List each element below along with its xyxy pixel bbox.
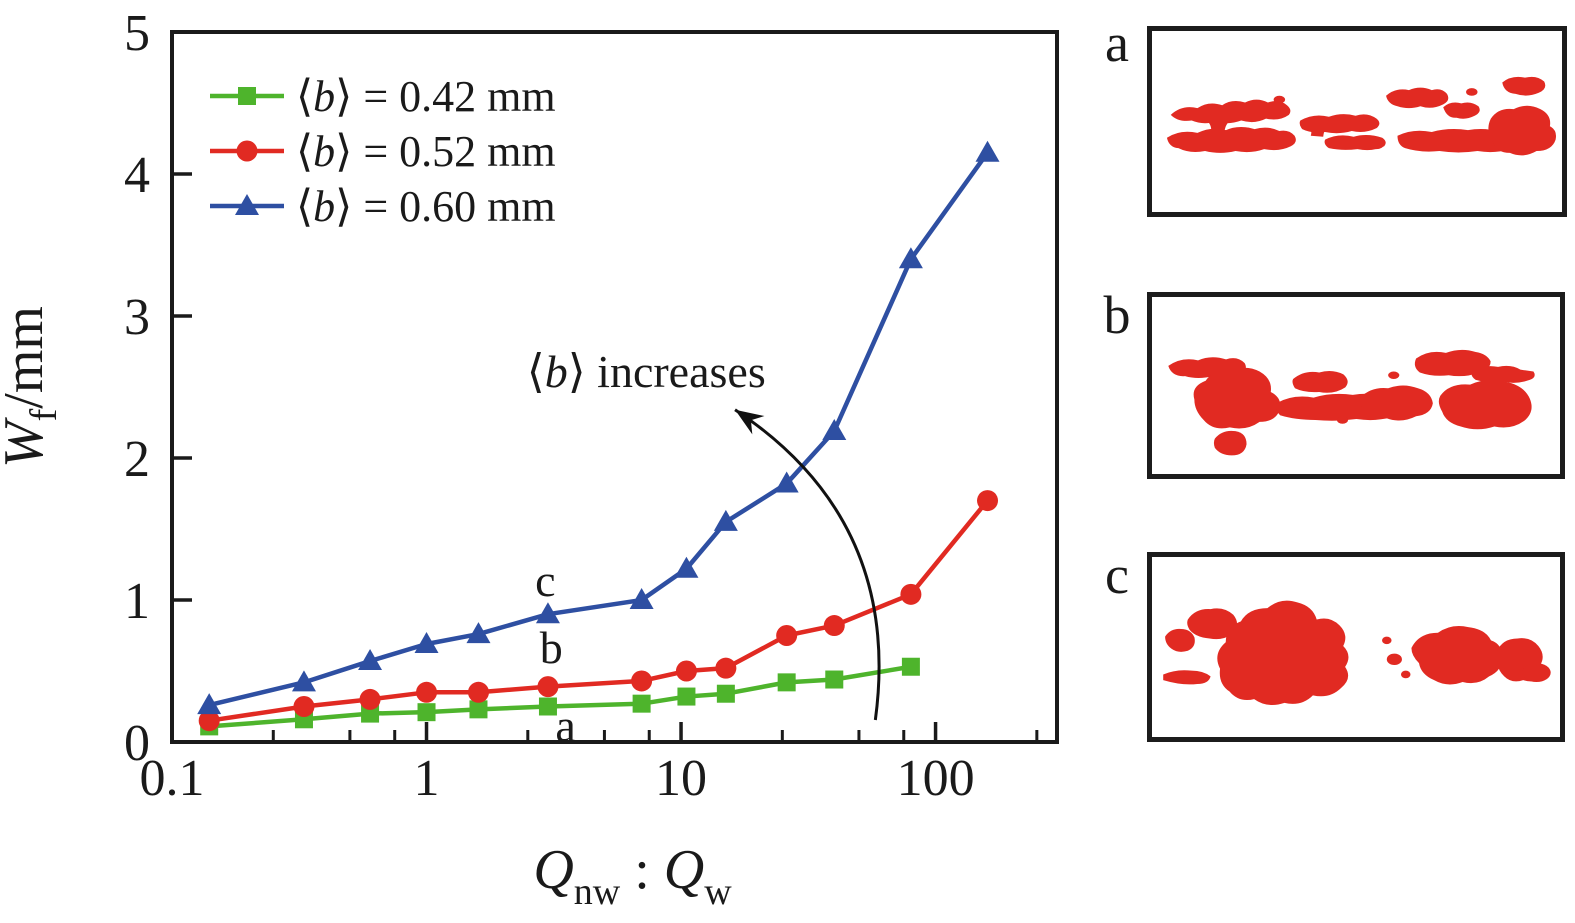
series-line [206,150,990,708]
curve-label-a: a [555,700,575,751]
x-axis-title: Qnw : Qw [533,839,732,913]
x-tick-label: 100 [897,750,975,807]
plot-frame [170,30,1059,744]
pattern-panel-b [1147,292,1565,479]
invasion-pattern-c [1163,600,1551,706]
curve-label-c: c [535,555,555,606]
legend-entry: ⟨b⟩ = 0.60 mm [210,182,556,231]
pattern-blobs-c [1163,600,1551,706]
y-tick-label: 3 [124,289,150,346]
legend-label: ⟨b⟩ = 0.52 mm [296,127,556,176]
legend-label: ⟨b⟩ = 0.60 mm [296,182,556,231]
legend-entry: ⟨b⟩ = 0.52 mm [210,127,556,176]
chart-svg: 0.1 1 10 100 0 1 2 3 4 5 Qnw : Qw Wf/mm ⟨b⟩ = 0.42 m… [0,5,1059,913]
y-tick-label: 2 [124,431,150,488]
x-tick-labels: 0.1 1 10 100 [140,750,975,807]
series-line [206,498,990,723]
pattern-blobs-a [1166,76,1557,156]
annotation-arrowhead [735,409,765,435]
y-tick-label: 0 [124,715,150,772]
panel-a-label: a [1105,13,1129,73]
x-axis-ticks [170,722,1039,742]
series-b0.52mm [198,490,999,732]
y-tick-labels: 0 1 2 3 4 5 [124,5,150,772]
x-tick-label: 10 [655,750,707,807]
y-tick-label: 4 [124,147,150,204]
panel-c-label: c [1105,545,1129,605]
pattern-panel-c [1147,552,1565,742]
invasion-pattern-a [1166,76,1557,156]
curve-label-b: b [540,622,563,673]
series-b0.60mm [197,140,1000,715]
panel-b-label: b [1103,285,1131,345]
legend-label: ⟨b⟩ = 0.42 mm [296,72,556,121]
legend: ⟨b⟩ = 0.42 mm ⟨b⟩ = 0.52 mm ⟨b⟩ = 0.60 mm [210,72,556,231]
annotation-arrow [734,408,881,721]
pattern-blobs-b [1168,349,1535,456]
invasion-pattern-b [1168,349,1535,456]
y-tick-label: 5 [124,5,150,62]
y-axis-title: Wf/mm [0,306,65,468]
annotation-text: ⟨b⟩ increases [527,346,766,397]
y-axis-ticks [172,30,192,744]
legend-entry: ⟨b⟩ = 0.42 mm [210,72,556,121]
pattern-panel-a [1147,26,1567,217]
y-tick-label: 1 [124,573,150,630]
x-tick-label: 1 [414,750,440,807]
x-tick-label: 0.1 [140,750,205,807]
series-b0.42mm [200,657,920,736]
